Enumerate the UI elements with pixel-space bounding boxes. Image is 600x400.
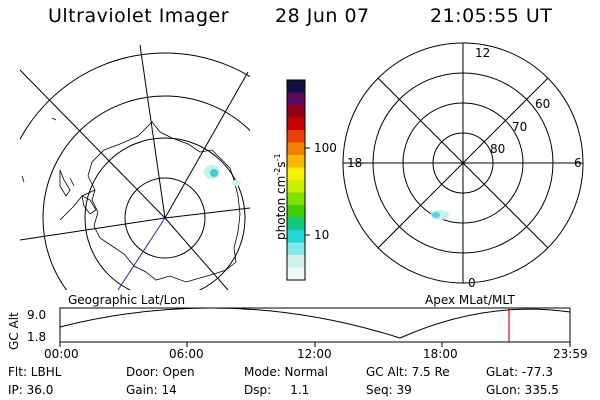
x-tick-label: 06:00 (169, 347, 204, 361)
colorbar-band (287, 142, 305, 156)
altitude-curve (59, 307, 571, 339)
island-coastline (51, 117, 57, 121)
info-seq: Seq: 39 (366, 383, 412, 397)
geo-meridian (20, 69, 166, 219)
altitude-plot-frame (59, 307, 571, 343)
x-tick-label: 12:00 (297, 347, 332, 361)
info-ip: IP: 36.0 (8, 383, 54, 397)
colorbar-band (287, 105, 305, 118)
mlt-label-6: 6 (574, 156, 582, 170)
geo-meridian (164, 217, 229, 290)
info-door: Door: Open (126, 365, 195, 379)
mlt-label-18: 18 (347, 156, 363, 170)
time-label: 21:05:55 UT (430, 5, 553, 27)
instrument-title: Ultraviolet Imager (48, 5, 230, 27)
y-tick-1-8: 1.8 (27, 330, 47, 344)
mlat-label-60: 60 (535, 97, 551, 111)
y-tick-9: 9.0 (27, 308, 47, 322)
info-dsp: Dsp: 1.1 (244, 383, 310, 397)
geo-lat-circle-50 (20, 52, 250, 141)
colorbar-tick-10: 10 (314, 228, 330, 242)
colorbar (287, 80, 305, 281)
apex-map (342, 42, 584, 284)
aurora-glow (231, 180, 241, 186)
colorbar-band (287, 255, 305, 268)
apex-map-title: Apex MLat/MLT (425, 293, 515, 307)
colorbar-band (287, 180, 305, 193)
colorbar-band (287, 155, 305, 168)
aurora-glow-core (432, 212, 440, 218)
altitude-plot (59, 307, 571, 347)
info-mode: Mode: Normal (244, 365, 328, 379)
colorbar-band (287, 92, 305, 106)
geo-meridian (139, 45, 166, 219)
geo-meridian (164, 71, 249, 219)
date-label: 28 Jun 07 (275, 5, 370, 27)
antarctica-coastline (87, 121, 241, 283)
info-glat: GLat: -77.3 (486, 365, 553, 379)
island-coastline (59, 169, 71, 197)
colorbar-band (287, 267, 305, 281)
colorbar-band (287, 192, 305, 206)
info-glon: GLon: 335.5 (486, 383, 559, 397)
colorbar-tick-100: 100 (314, 141, 337, 155)
colorbar-frame (286, 79, 306, 281)
colorbar-band (287, 205, 305, 218)
colorbar-unit-label: photon cm-2s-1 (273, 153, 288, 240)
island-coastline (21, 175, 25, 183)
info-flt: Flt: LBHL (8, 365, 62, 379)
mlt-line-diagonal (377, 77, 549, 249)
geo-meridian (164, 207, 250, 219)
colorbar-band (287, 117, 305, 131)
x-tick-label: 18:00 (423, 347, 458, 361)
colorbar-band (287, 80, 305, 93)
geo-lat-circle-60 (42, 95, 250, 290)
info-gain: Gain: 14 (126, 383, 177, 397)
aurora-glow-core (210, 169, 218, 177)
colorbar-band (287, 242, 305, 256)
geo-lat-circle-70 (84, 137, 246, 290)
colorbar-band (287, 130, 305, 143)
island-coastline (81, 195, 97, 215)
mlat-label-80: 80 (490, 142, 506, 156)
x-tick-label: 00:00 (44, 347, 79, 361)
geo-meridian-terminator (117, 217, 166, 290)
colorbar-band (287, 167, 305, 181)
peninsula-coastline (59, 189, 96, 221)
colorbar-band (287, 230, 305, 243)
colorbar-band (287, 217, 305, 231)
geo-meridian (20, 217, 166, 241)
mlat-label-70: 70 (512, 120, 528, 134)
geographic-map (20, 45, 250, 290)
info-gc-alt: GC Alt: 7.5 Re (366, 365, 450, 379)
geographic-map-title: Geographic Lat/Lon (68, 293, 186, 307)
geo-lat-circle-80 (124, 177, 206, 259)
island-coastline (69, 177, 75, 187)
mlt-label-0: 0 (468, 276, 476, 290)
altitude-ylabel: GC Alt (7, 312, 21, 350)
mlt-label-12: 12 (475, 46, 491, 60)
x-tick-label: 23:59 (553, 347, 588, 361)
